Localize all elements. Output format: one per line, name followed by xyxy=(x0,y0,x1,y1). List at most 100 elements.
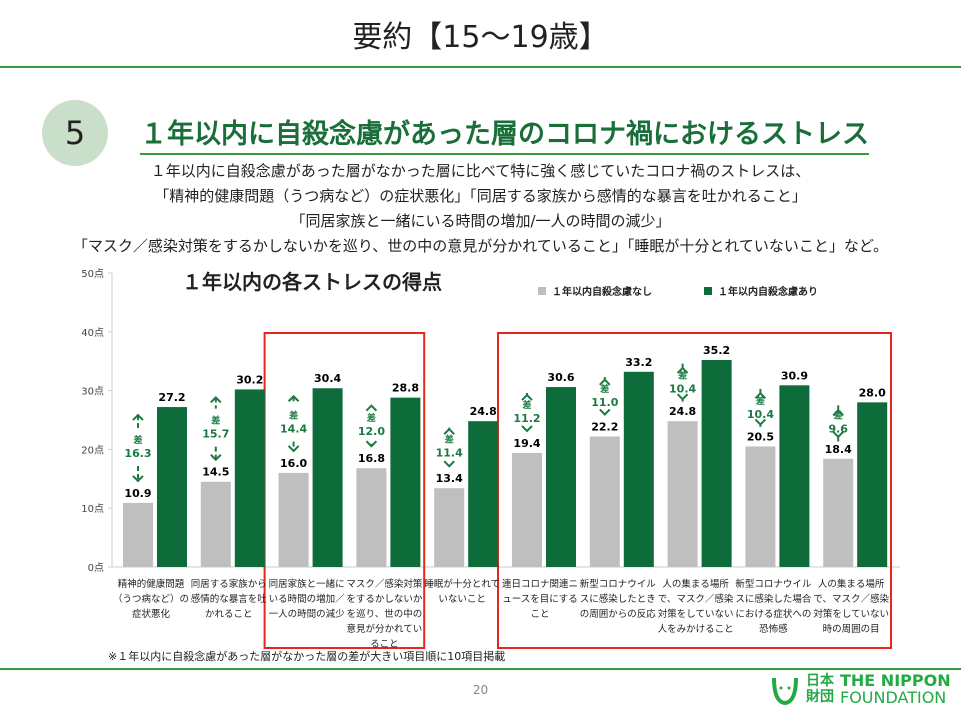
difference-value: 14.4 xyxy=(280,423,307,436)
arrow-up-icon xyxy=(365,404,378,412)
difference-label: 差 xyxy=(522,399,531,411)
difference-value: 11.0 xyxy=(591,396,618,409)
difference-value: 12.0 xyxy=(358,425,385,438)
arrow-down-icon xyxy=(599,408,611,416)
arrow-up-icon xyxy=(132,413,144,421)
y-tick-label: 40点 xyxy=(81,327,104,339)
arrow-up-icon xyxy=(754,391,767,400)
legend-item-with: １年以内自殺念慮あり xyxy=(704,283,818,298)
category-label: 人の集まる場所で、マスク／感染対策をしていない時の周囲の目 xyxy=(813,579,890,635)
legend-item-without: １年以内自殺念慮なし xyxy=(538,283,652,298)
category-label: 同居家族と一緒にいる時間の増加／一人の時間の減少 xyxy=(268,579,345,620)
difference-label: 差 xyxy=(834,410,843,422)
category-label: 精神的健康問題（うつ病など）の症状悪化 xyxy=(112,579,189,620)
logo-face-icon xyxy=(772,677,798,706)
arrow-up-icon xyxy=(521,393,533,401)
difference-label: 差 xyxy=(445,434,454,446)
category-label: 人の集まる場所で、マスク／感染対策をしていない人をみかけること xyxy=(657,579,734,635)
arrow-down-icon xyxy=(287,445,300,453)
bar-with xyxy=(234,389,265,567)
footer-divider xyxy=(0,668,961,670)
bar-with xyxy=(468,421,499,567)
difference-label: 差 xyxy=(756,395,765,407)
data-label-with: 30.2 xyxy=(236,373,263,386)
data-label-with: 24.8 xyxy=(470,405,497,418)
category-label: マスク／感染対策をするかしないかを巡り、世の中の意見が分かれていること xyxy=(346,579,423,650)
arrow-up-icon xyxy=(210,396,222,404)
description-line: １年以内に自殺念慮があった層がなかった層に比べて特に強く感じていたコロナ禍のスト… xyxy=(150,162,811,180)
y-tick-label: 10点 xyxy=(81,503,104,515)
chart-title: １年以内の各ストレスの得点 xyxy=(182,270,442,294)
difference-value: 9.6 xyxy=(828,423,848,436)
bar-without xyxy=(278,472,309,567)
arrow-up-icon xyxy=(443,427,455,435)
arrow-down-icon xyxy=(832,431,844,439)
data-label-without: 18.4 xyxy=(825,443,852,456)
section-heading: １年以内に自殺念慮があった層のコロナ禍におけるストレス xyxy=(140,112,869,155)
data-label-without: 20.5 xyxy=(747,430,774,443)
bar-without xyxy=(745,446,776,567)
category-label: 新型コロナウイルスに感染した場合における症状への恐怖感 xyxy=(735,579,812,635)
data-label-without: 24.8 xyxy=(669,405,696,418)
bar-with xyxy=(157,407,187,567)
category-label: 同居する家族から感情的な暴言を吐かれること xyxy=(190,579,267,620)
category-label: 新型コロナウイルスに感染したときの周囲からの反応 xyxy=(579,579,656,620)
arrow-down-icon xyxy=(210,454,222,462)
data-label-with: 28.8 xyxy=(392,382,419,395)
difference-label: 差 xyxy=(289,410,298,422)
bar-with xyxy=(857,402,888,567)
arrow-down-icon xyxy=(443,460,455,468)
page-number: 20 xyxy=(472,683,489,697)
bar-with xyxy=(312,388,343,567)
difference-value: 11.2 xyxy=(513,412,540,425)
arrow-up-icon xyxy=(832,408,844,417)
difference-label: 差 xyxy=(367,412,376,424)
data-label-with: 27.2 xyxy=(158,391,185,404)
bar-with xyxy=(779,385,810,567)
bar-without xyxy=(123,502,153,567)
bar-without xyxy=(512,452,542,567)
arrow-down-icon xyxy=(754,418,767,426)
difference-value: 10.4 xyxy=(669,383,696,396)
data-label-with: 33.2 xyxy=(625,356,652,369)
data-label-with: 28.0 xyxy=(859,386,886,399)
bar-without xyxy=(434,488,465,567)
difference-value: 16.3 xyxy=(124,447,151,460)
data-label-with: 35.2 xyxy=(703,344,730,357)
slide-title: 要約【15〜19歳】 xyxy=(352,20,609,55)
description-line: 「精神的健康問題（うつ病など）の症状悪化」「同居する家族から感情的な暴言を吐かれ… xyxy=(154,187,807,205)
description-line: 「同居家族と一緒にいる時間の増加/一人の時間の減少」 xyxy=(290,212,671,230)
y-tick-label: 0点 xyxy=(88,562,104,574)
data-label-without: 14.5 xyxy=(202,466,229,479)
bar-with xyxy=(390,397,421,567)
bar-without xyxy=(667,421,698,567)
difference-value: 15.7 xyxy=(202,428,229,441)
arrow-up-icon xyxy=(287,394,300,402)
arrow-up-icon xyxy=(676,366,689,374)
data-label-with: 30.9 xyxy=(781,369,808,382)
difference-label: 差 xyxy=(211,415,220,427)
bar-without xyxy=(589,436,620,567)
y-tick-label: 20点 xyxy=(81,444,104,456)
footnote: ※１年以内に自殺念慮があった層がなかった層の差が大きい項目順に10項目掲載 xyxy=(108,650,506,663)
difference-value: 11.4 xyxy=(436,447,463,460)
data-label-without: 19.4 xyxy=(513,437,540,450)
arrow-down-icon xyxy=(132,475,144,483)
y-tick-label: 50点 xyxy=(81,268,104,280)
y-tick-label: 30点 xyxy=(81,386,104,398)
difference-value: 10.4 xyxy=(747,408,774,421)
difference-label: 差 xyxy=(133,434,142,446)
data-label-without: 10.9 xyxy=(124,487,151,500)
bar-with xyxy=(623,371,654,567)
bar-without xyxy=(823,458,854,567)
data-label-without: 16.0 xyxy=(280,457,307,470)
title-divider xyxy=(0,66,961,68)
data-label-without: 22.2 xyxy=(591,420,618,433)
description-line: 「マスク／感染対策をするかしないかを巡り、世の中の意見が分かれていること」「睡眠… xyxy=(72,237,889,255)
arrow-down-icon xyxy=(676,393,689,401)
bar-with xyxy=(546,387,576,567)
bar-without xyxy=(356,468,387,567)
data-label-without: 13.4 xyxy=(436,472,463,485)
category-label: 連日コロナ関連ニュースを目にすること xyxy=(501,579,578,620)
